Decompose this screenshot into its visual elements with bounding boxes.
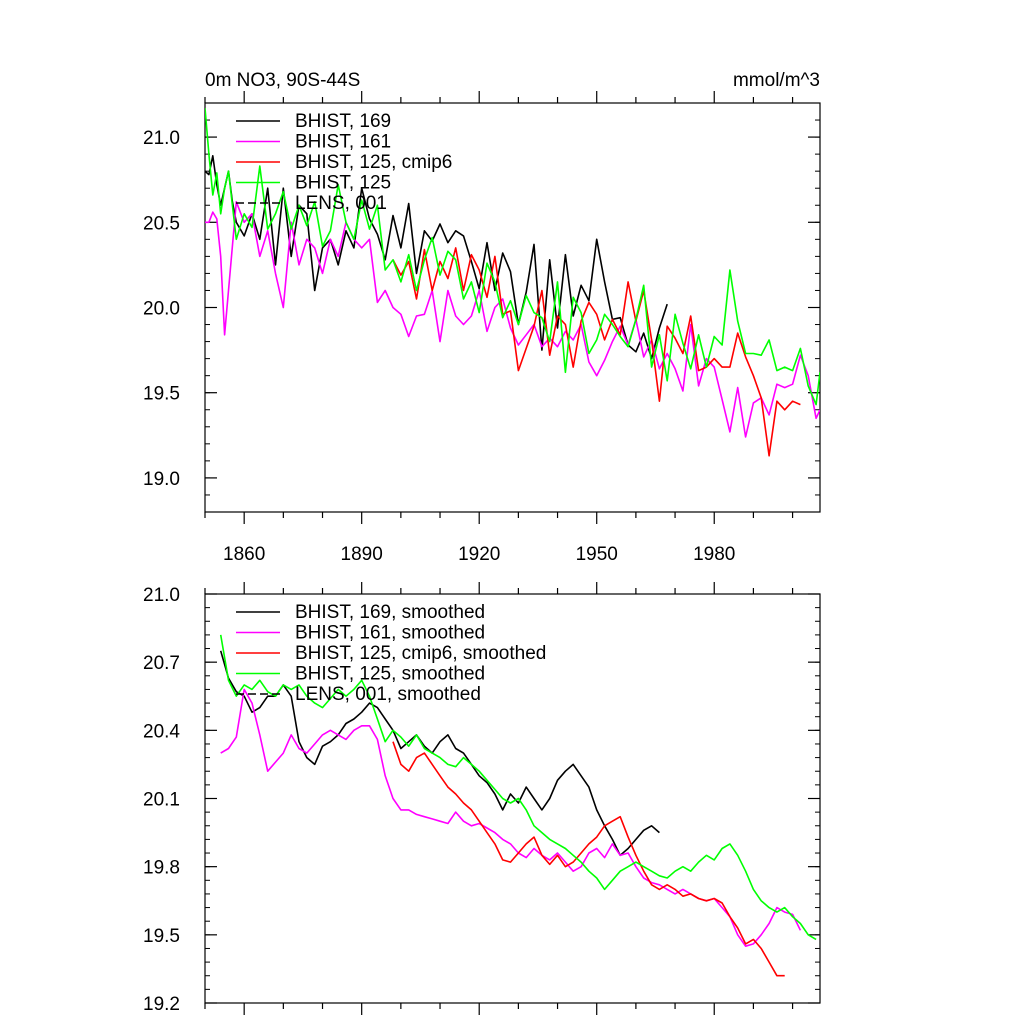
units-label: mmol/m^3 bbox=[733, 70, 820, 91]
y-tick-label: 19.8 bbox=[143, 858, 180, 879]
series-line-1 bbox=[220, 688, 802, 948]
legend-label-4: LENS, 001, smoothed bbox=[295, 684, 481, 705]
top-chart-panel: 19.0 19.5 20.0 20.5 21.0 1860 1890 1920 1950 1980… bbox=[143, 91, 821, 565]
series-line-2 bbox=[392, 741, 785, 977]
y-tick-label: 20.0 bbox=[143, 299, 180, 320]
y-tick-label: 19.2 bbox=[143, 994, 180, 1015]
y-tick-label: 21.0 bbox=[143, 128, 180, 149]
series-line-2 bbox=[392, 247, 801, 457]
y-tick-label: 19.5 bbox=[143, 926, 180, 947]
series-line-3 bbox=[205, 108, 820, 406]
series-line-0 bbox=[205, 155, 668, 360]
legend-label-3: BHIST, 125, smoothed bbox=[295, 664, 485, 685]
legend-label-1: BHIST, 161, smoothed bbox=[295, 623, 485, 644]
y-tick-label: 19.0 bbox=[143, 469, 180, 490]
legend-label-0: BHIST, 169 bbox=[295, 111, 391, 132]
x-tick-label: 1890 bbox=[341, 544, 383, 565]
legend-label-1: BHIST, 161 bbox=[295, 132, 391, 153]
series-group bbox=[205, 108, 820, 457]
legend-label-4: LENS, 001 bbox=[295, 193, 387, 214]
legend-label-3: BHIST, 125 bbox=[295, 173, 391, 194]
x-tick-label: 1950 bbox=[576, 544, 618, 565]
y-tick-label: 20.7 bbox=[143, 653, 180, 674]
y-tick-label: 19.5 bbox=[143, 384, 180, 405]
x-tick-label: 1980 bbox=[693, 544, 735, 565]
bottom-chart-panel: 19.2 19.5 19.8 20.1 20.4 20.7 21.0 BHIST, 169, … bbox=[143, 582, 821, 1015]
series-line-0 bbox=[219, 650, 660, 857]
y-tick-label: 20.5 bbox=[143, 213, 180, 234]
x-tick-label: 1860 bbox=[223, 544, 265, 565]
series-group bbox=[219, 634, 817, 977]
y-tick-label: 20.4 bbox=[143, 721, 180, 742]
series-line-3 bbox=[219, 634, 817, 941]
panel-title: 0m NO3, 90S-44S bbox=[205, 70, 360, 91]
x-tick-label: 1920 bbox=[458, 544, 500, 565]
legend-label-2: BHIST, 125, cmip6, smoothed bbox=[295, 643, 546, 664]
y-tick-label: 20.1 bbox=[143, 790, 180, 811]
legend-label-2: BHIST, 125, cmip6 bbox=[295, 152, 452, 173]
series-line-1 bbox=[205, 201, 820, 438]
legend-label-0: BHIST, 169, smoothed bbox=[295, 602, 485, 623]
y-tick-label: 21.0 bbox=[143, 585, 180, 606]
